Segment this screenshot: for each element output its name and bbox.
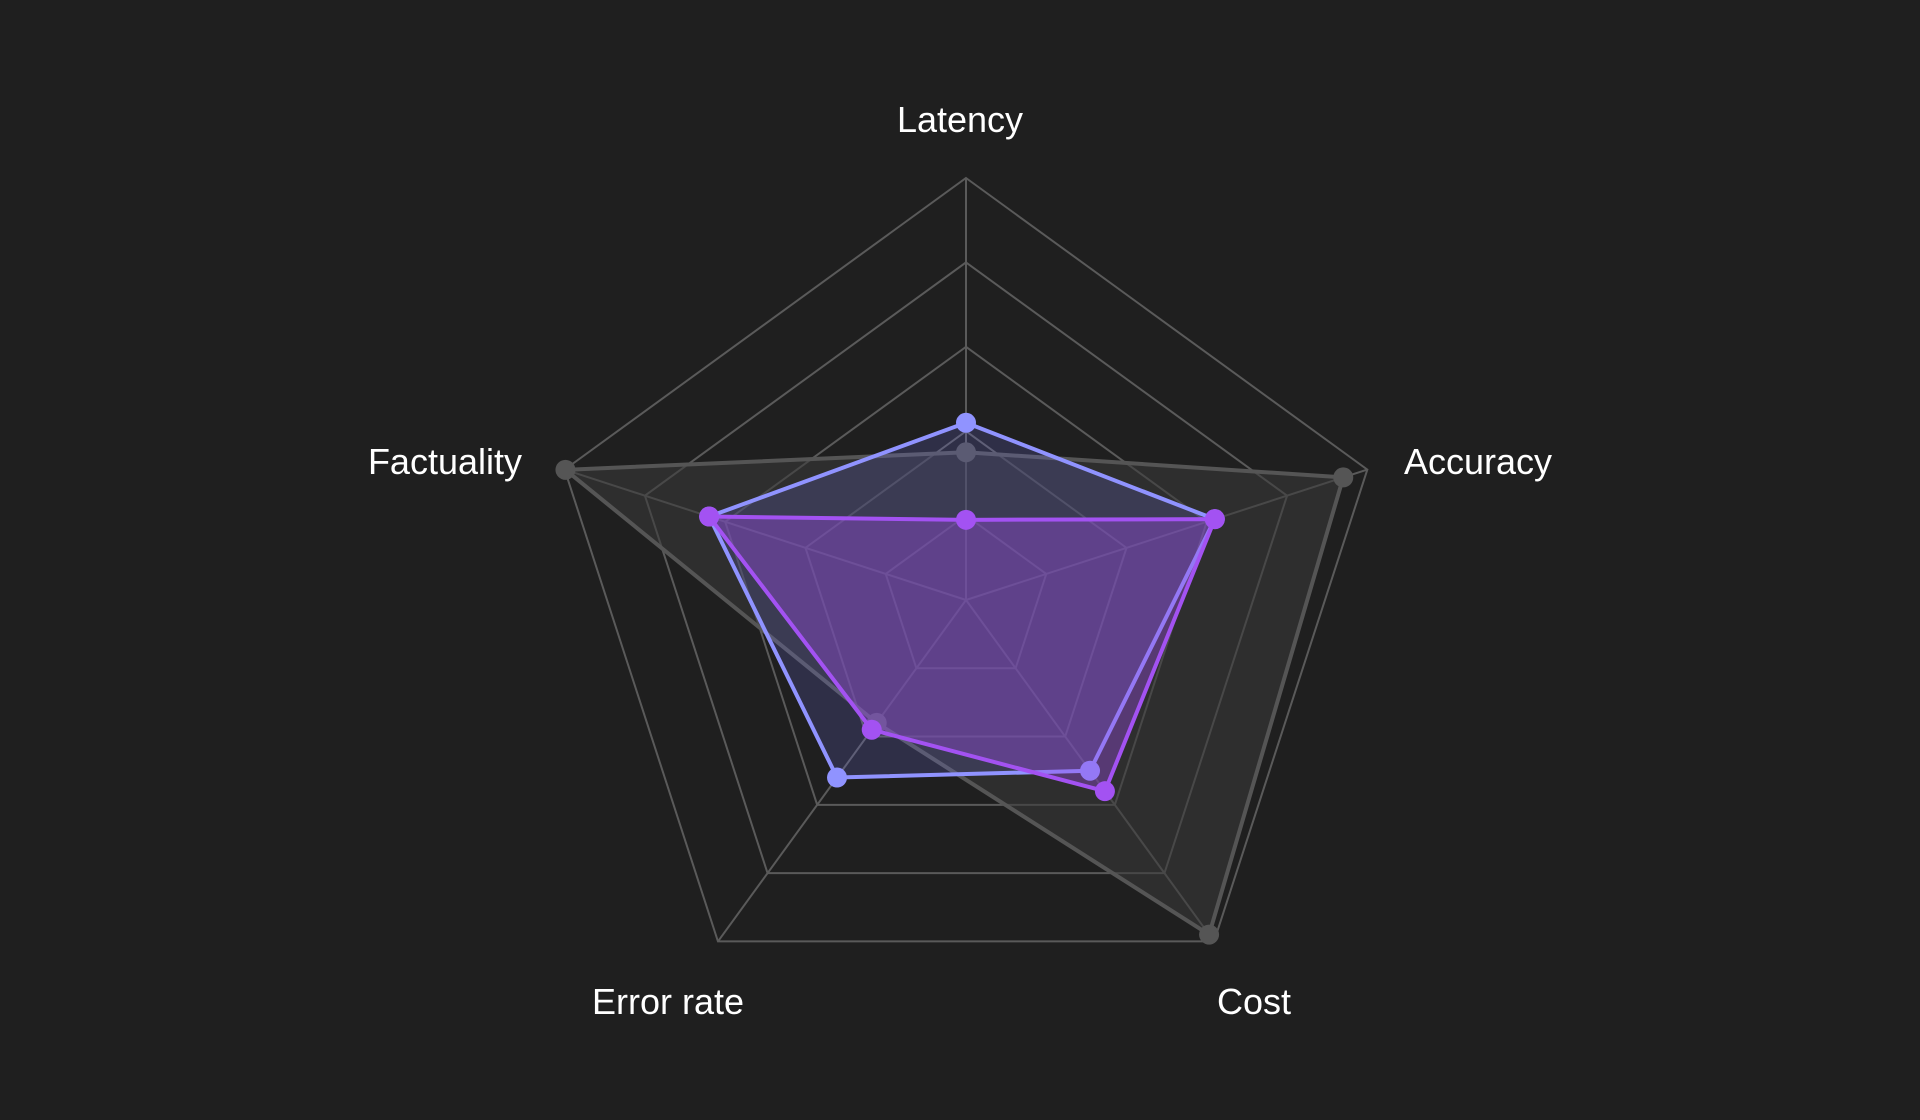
series-2-point-4 — [827, 767, 848, 788]
grid-ring-5 — [563, 176, 1369, 943]
axis-label-accuracy: Accuracy — [1404, 441, 1552, 482]
series-layer — [555, 412, 1354, 945]
series-3 — [699, 506, 1225, 802]
series-1-point-3 — [1199, 924, 1220, 945]
series-3-point-5 — [699, 506, 720, 527]
series-2-point-3 — [1080, 760, 1101, 781]
series-2-point-1 — [956, 412, 976, 433]
series-2-area — [707, 420, 1217, 780]
series-1-point-2 — [1333, 467, 1354, 488]
grid-ring-4 — [643, 261, 1289, 875]
series-1-point-1 — [956, 442, 976, 463]
axis-label-error-rate: Error rate — [592, 981, 744, 1022]
axis-labels: Latency Accuracy Cost Error rate Factuality — [368, 99, 1552, 1022]
series-1-area — [563, 450, 1346, 937]
series-3-point-4 — [861, 719, 882, 740]
series-3-point-2 — [1204, 509, 1225, 530]
series-3-point-1 — [956, 509, 976, 530]
axis-label-latency: Latency — [897, 99, 1023, 140]
axis-label-factuality: Factuality — [368, 441, 522, 482]
axis-label-cost: Cost — [1217, 981, 1291, 1022]
series-1-point-5 — [555, 459, 576, 480]
series-3-point-3 — [1094, 781, 1115, 802]
series-1 — [555, 442, 1354, 945]
series-2 — [699, 412, 1225, 788]
series-3-area — [707, 514, 1217, 794]
